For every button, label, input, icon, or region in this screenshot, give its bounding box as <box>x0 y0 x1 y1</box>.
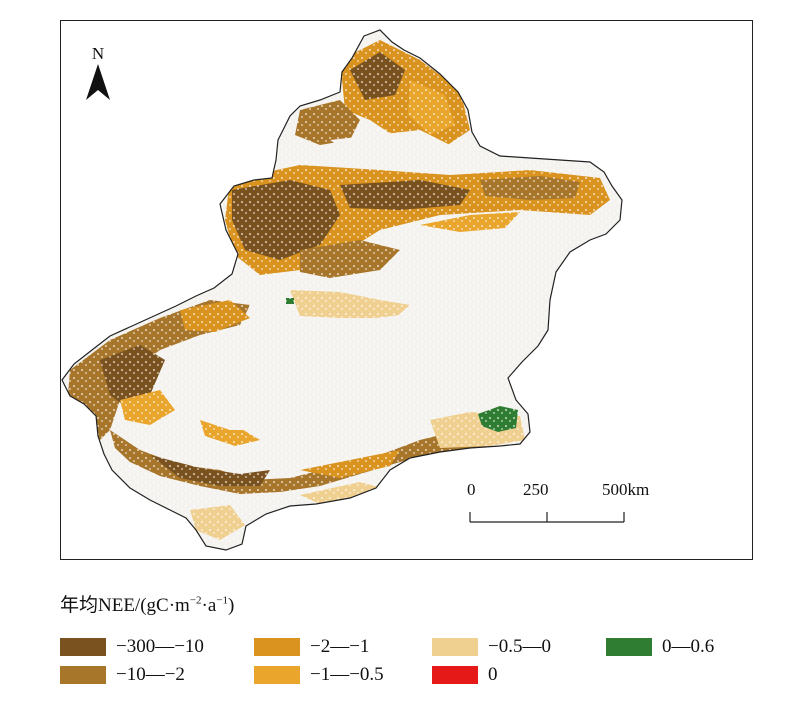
scale-label-500: 500km <box>602 480 650 499</box>
legend-item-2: −10—−2 <box>60 664 185 686</box>
legend-item-1: −300—−10 <box>60 636 204 658</box>
legend-item-6: 0 <box>432 664 498 686</box>
legend-swatch <box>60 666 106 684</box>
legend-label: 0 <box>488 664 498 685</box>
north-arrow: N <box>84 44 112 106</box>
scale-line <box>469 512 625 523</box>
legend-swatch <box>254 666 300 684</box>
legend-swatch <box>254 638 300 656</box>
scale-label-0: 0 <box>467 480 476 499</box>
legend-swatch <box>60 638 106 656</box>
legend-label: −1—−0.5 <box>310 664 384 685</box>
scale-label-250: 250 <box>523 480 549 499</box>
legend-title: 年均NEE/(gC·m−2·a−1) <box>60 594 235 616</box>
legend-swatch <box>432 638 478 656</box>
legend-item-5: −0.5—0 <box>432 636 551 658</box>
xinjiang-nee-map <box>61 29 623 551</box>
legend-label: −10—−2 <box>116 664 185 685</box>
legend-label: −0.5—0 <box>488 636 551 657</box>
legend-label: −300—−10 <box>116 636 204 657</box>
legend-item-7: 0—0.6 <box>606 636 714 658</box>
scale-bar: 0 250 500km <box>460 480 649 530</box>
legend-swatch <box>606 638 652 656</box>
legend-label: −2—−1 <box>310 636 370 657</box>
legend-item-4: −1—−0.5 <box>254 664 384 686</box>
legend-swatch <box>432 666 478 684</box>
north-arrow-icon <box>86 64 110 100</box>
region-outline <box>61 29 623 551</box>
legend-label: 0—0.6 <box>662 636 715 657</box>
legend-item-3: −2—−1 <box>254 636 369 658</box>
north-label: N <box>91 44 105 63</box>
